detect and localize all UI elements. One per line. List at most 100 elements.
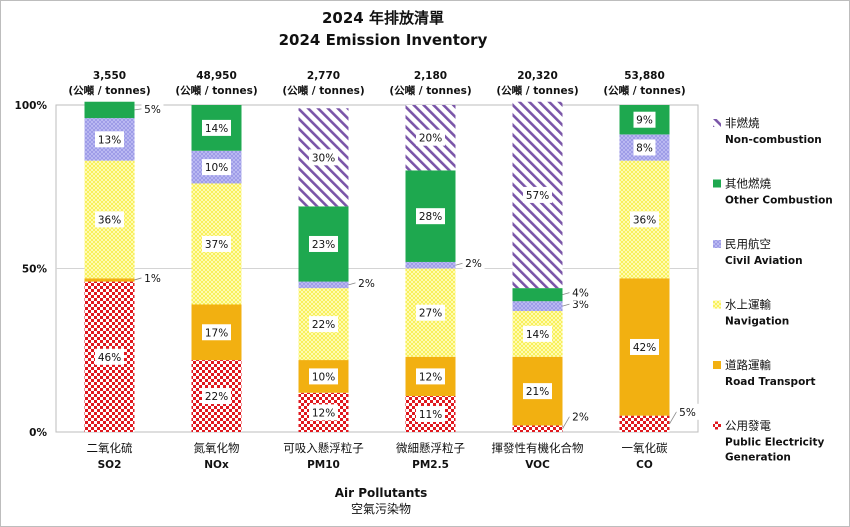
- data-label: 4%: [572, 288, 589, 300]
- bar-segment-avi: [298, 281, 349, 289]
- data-label: 2%: [572, 412, 589, 424]
- data-label: 20%: [419, 133, 442, 145]
- data-label: 36%: [633, 214, 656, 226]
- data-label: 17%: [205, 327, 228, 339]
- data-label: 9%: [636, 115, 653, 127]
- data-label: 42%: [633, 342, 656, 354]
- data-label: 22%: [312, 319, 335, 331]
- data-label-bg: [202, 119, 231, 136]
- x-tick-label: SO2: [98, 459, 122, 471]
- legend-swatch-oth: [713, 179, 721, 188]
- leader-line: [134, 277, 142, 281]
- bar-segment-avi: [405, 261, 456, 269]
- data-label-bg: [309, 316, 338, 333]
- data-label-bg: [202, 388, 231, 405]
- data-label: 28%: [419, 211, 442, 223]
- data-label: 14%: [526, 329, 549, 341]
- data-label-bg: [309, 235, 338, 252]
- bar-total-label: 53,880: [624, 70, 665, 82]
- data-label: 1%: [144, 273, 161, 285]
- data-label-bg: [416, 208, 445, 225]
- data-label: 22%: [205, 391, 228, 403]
- data-label-bg: [416, 368, 445, 385]
- y-tick-label: 100%: [15, 100, 48, 112]
- bar-total-unit: (公噸 / tonnes): [603, 84, 685, 97]
- leader-line: [562, 292, 570, 296]
- legend-label-zh: 非燃燒: [725, 116, 760, 130]
- legend-swatch-ppg: [713, 421, 721, 430]
- legend-label-zh: 水上運輸: [725, 298, 771, 312]
- legend-label: Non-combustion: [725, 134, 822, 146]
- data-label-bg: [141, 269, 164, 286]
- bar-segment-ppg: [619, 415, 670, 432]
- data-label-bg: [202, 235, 231, 252]
- data-label-bg: [309, 368, 338, 385]
- leader-line: [455, 262, 463, 266]
- plot-area: 0% 50% 100% 3,550 (公噸 / tonnes) 二氧化硫 SO2 46% 1% 3…: [15, 70, 699, 471]
- leader-line: [348, 282, 356, 286]
- data-label: 12%: [419, 371, 442, 383]
- data-label-bg: [569, 408, 592, 425]
- data-label: 57%: [526, 190, 549, 202]
- data-label: 36%: [98, 214, 121, 226]
- data-label: 13%: [98, 134, 121, 146]
- bar-total-unit: (公噸 / tonnes): [496, 84, 578, 97]
- data-label: 23%: [312, 239, 335, 251]
- data-label: 10%: [312, 371, 335, 383]
- data-label: 2%: [358, 278, 375, 290]
- leader-line: [669, 411, 677, 425]
- data-label: 5%: [144, 104, 161, 116]
- legend-swatch-nav: [713, 300, 721, 309]
- chart-subtitle: 2024 Emission Inventory: [279, 31, 488, 49]
- data-label: 27%: [419, 308, 442, 320]
- data-label: 37%: [205, 239, 228, 251]
- data-label-bg: [309, 404, 338, 421]
- data-label-bg: [633, 111, 656, 128]
- legend-swatch-non: [713, 119, 721, 127]
- legend-label-zh: 道路運輸: [725, 358, 771, 372]
- data-label: 21%: [526, 386, 549, 398]
- x-tick-label-zh: 微細懸浮粒子: [396, 441, 465, 455]
- data-label-bg: [633, 139, 656, 156]
- bar-segment-oth: [512, 288, 563, 302]
- bar-segment-oth: [84, 101, 135, 119]
- chart-title: 2024 年排放清單: [322, 9, 444, 27]
- data-label-bg: [569, 284, 592, 301]
- leader-line: [134, 108, 142, 111]
- x-tick-label-zh: 可吸入懸浮粒子: [283, 441, 364, 455]
- data-label: 46%: [98, 352, 121, 364]
- bar-segment-ppg: [512, 425, 563, 432]
- data-label-bg: [676, 403, 699, 420]
- data-label-bg: [416, 304, 445, 321]
- x-axis-title-zh: 空氣污染物: [351, 501, 411, 516]
- data-label-bg: [95, 131, 124, 148]
- bar-segment-avi: [512, 301, 563, 312]
- bar-total-unit: (公噸 / tonnes): [389, 84, 471, 97]
- data-label-bg: [95, 211, 124, 228]
- x-tick-label: CO: [636, 459, 653, 471]
- data-label: 14%: [205, 123, 228, 135]
- leader-line: [562, 416, 570, 429]
- data-label-bg: [523, 186, 552, 203]
- data-label: 5%: [679, 407, 696, 419]
- data-label-bg: [630, 211, 659, 228]
- data-label-bg: [95, 348, 124, 365]
- legend-label: Navigation: [725, 316, 789, 328]
- bar-total-unit: (公噸 / tonnes): [68, 84, 150, 97]
- legend-label-zh: 民用航空: [725, 237, 771, 251]
- data-label-bg: [141, 100, 164, 117]
- legend: 非燃燒 Non-combustion 其他燃燒 Other Combustion 民用航…: [713, 116, 833, 464]
- data-label-bg: [462, 255, 485, 272]
- legend-label-cont: Generation: [725, 452, 791, 464]
- data-label: 10%: [205, 162, 228, 174]
- legend-label-zh: 公用發電: [725, 419, 771, 433]
- data-label-bg: [416, 406, 445, 423]
- bar-total-label: 48,950: [196, 70, 237, 82]
- x-tick-label: NOx: [204, 459, 229, 471]
- data-label: 2%: [465, 258, 482, 270]
- bar-total-label: 20,320: [517, 70, 558, 82]
- bar-total-unit: (公噸 / tonnes): [175, 84, 257, 97]
- data-label-bg: [202, 324, 231, 341]
